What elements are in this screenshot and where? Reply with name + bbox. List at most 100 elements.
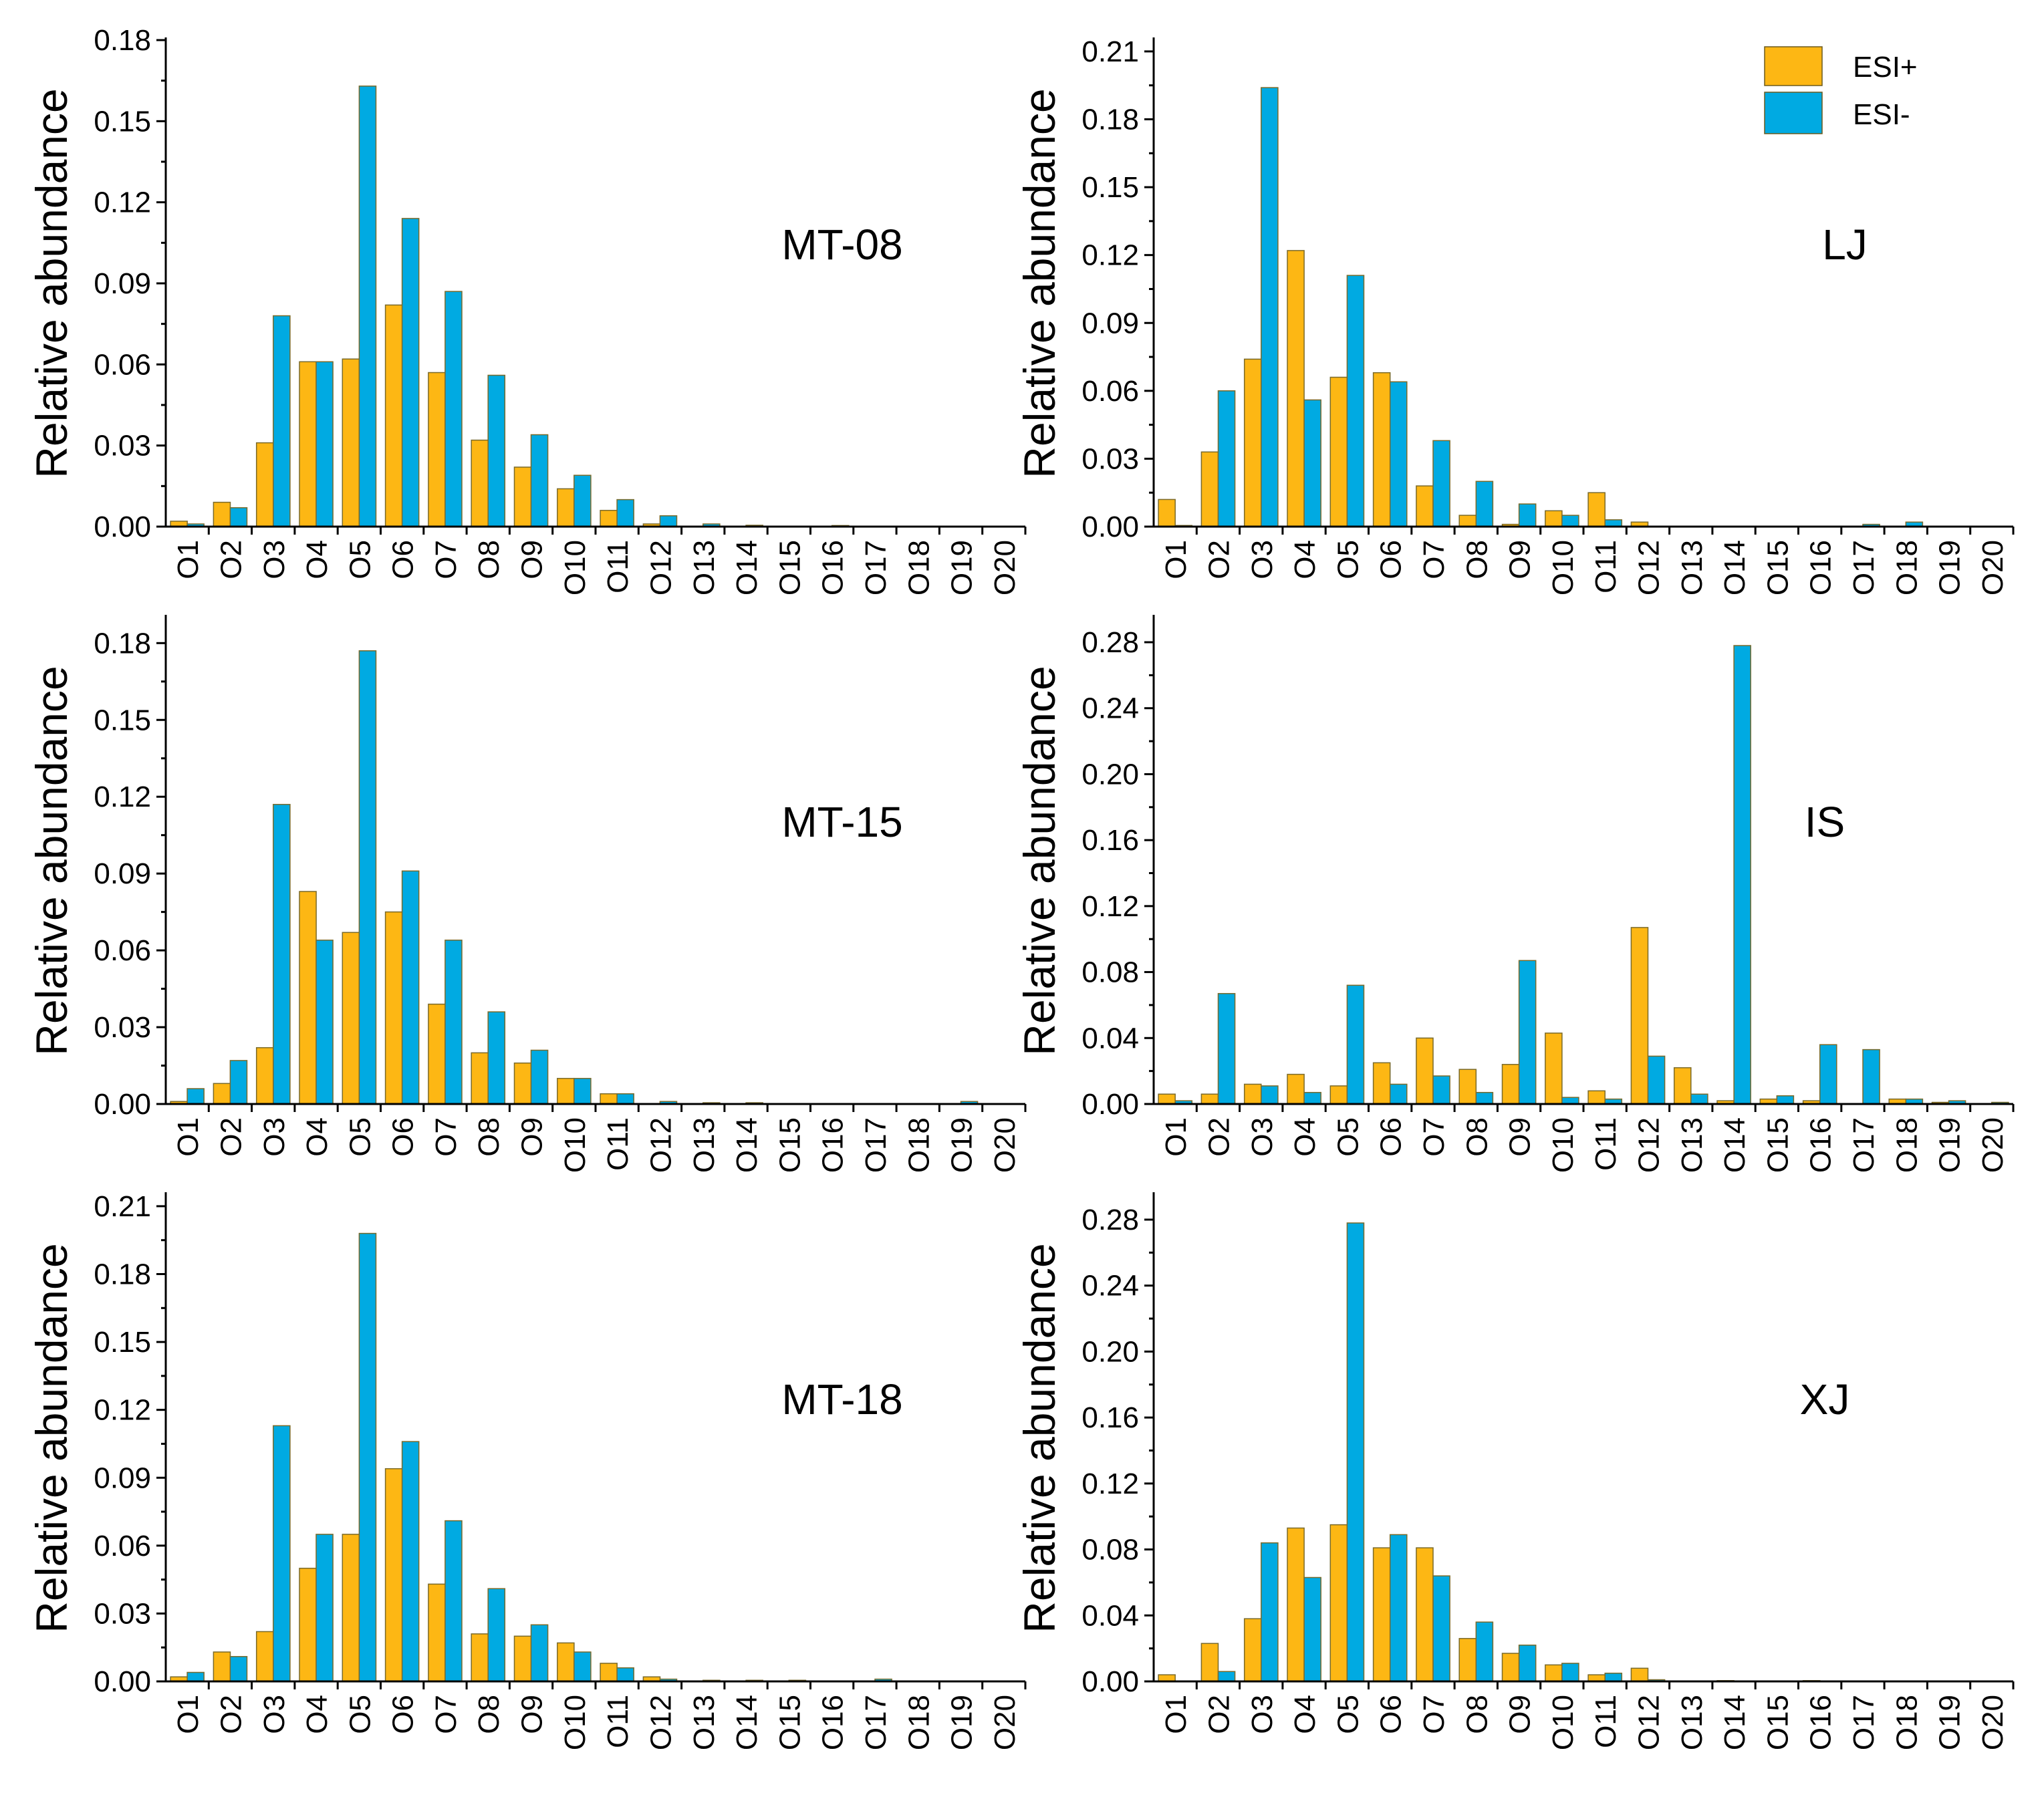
x-tick-label-o9: O9 xyxy=(1504,1117,1537,1157)
y-axis-title: Relative abundance xyxy=(27,1243,76,1633)
x-tick-label-o5: O5 xyxy=(1331,1117,1364,1157)
x-tick-label-o11: O11 xyxy=(1589,540,1622,593)
bar-esi-minus-o12 xyxy=(659,515,678,527)
bar-esi-minus-o10 xyxy=(573,1651,592,1682)
bar-esi-minus-o2 xyxy=(1217,390,1236,527)
bars-is xyxy=(1158,645,2009,1105)
x-tick-label-o2: O2 xyxy=(215,1695,247,1734)
y-tick-label: 0.12 xyxy=(94,781,151,813)
x-tick-label-o7: O7 xyxy=(430,1695,463,1734)
bar-esi-plus-o5 xyxy=(1329,376,1348,527)
x-tick-label-o14: O14 xyxy=(1718,1695,1751,1750)
bar-esi-plus-o11 xyxy=(1587,492,1606,527)
x-tick-label-o18: O18 xyxy=(902,540,935,595)
x-tick-label-o7: O7 xyxy=(1418,1695,1450,1734)
panel-lj: 0.00 0.03 0.06 0.09 0.12 0.15 0.18 0.21 O1 O2 O3 O4… xyxy=(1015,35,2015,595)
bar-esi-plus-o2 xyxy=(213,1651,231,1682)
bar-esi-minus-o6 xyxy=(401,1441,420,1682)
y-tick-label: 0.12 xyxy=(1081,1468,1139,1500)
bar-esi-minus-o6 xyxy=(401,870,420,1105)
y-tick-label: 0.20 xyxy=(1081,758,1139,791)
bar-esi-plus-o11 xyxy=(600,1663,618,1682)
x-tick-label-o3: O3 xyxy=(1246,1695,1279,1734)
bar-esi-minus-o11 xyxy=(616,499,634,527)
bar-esi-minus-o2 xyxy=(229,1656,248,1682)
x-tick-label-o5: O5 xyxy=(344,1695,376,1734)
x-tick-label-o8: O8 xyxy=(1460,1695,1493,1734)
bar-esi-plus-o6 xyxy=(1372,1062,1391,1105)
bar-esi-minus-o7 xyxy=(444,1520,463,1682)
bar-esi-plus-o3 xyxy=(1243,358,1262,527)
bar-esi-minus-o9 xyxy=(530,1624,549,1682)
x-tick-label-o13: O13 xyxy=(1676,1117,1708,1173)
y-tick-label: 0.06 xyxy=(94,1530,151,1562)
bar-esi-minus-o17 xyxy=(1862,1049,1880,1105)
bar-esi-minus-o7 xyxy=(1432,440,1450,527)
y-tick-label: 0.09 xyxy=(1081,307,1139,339)
bar-esi-minus-o10 xyxy=(573,474,592,527)
y-tick-label: 0.12 xyxy=(1081,239,1139,272)
x-tick-label-o3: O3 xyxy=(1246,1117,1279,1157)
x-tick-label-o13: O13 xyxy=(688,540,721,595)
x-tick-label-o15: O15 xyxy=(1761,1695,1794,1750)
x-tick-label-o4: O4 xyxy=(1289,1695,1321,1734)
y-tick-label: 0.28 xyxy=(1081,1204,1139,1236)
bar-esi-minus-o4 xyxy=(315,940,334,1105)
bar-esi-plus-o10 xyxy=(1545,510,1563,527)
y-tick-label: 0.18 xyxy=(94,627,151,660)
x-tick-label-o12: O12 xyxy=(644,1117,677,1173)
y-tick-label: 0.03 xyxy=(1081,442,1139,475)
bar-esi-minus-o9 xyxy=(1518,960,1537,1105)
bar-esi-plus-o13 xyxy=(1673,1067,1692,1105)
x-tick-label-o19: O19 xyxy=(946,1695,979,1750)
bar-esi-plus-o2 xyxy=(1200,1643,1219,1682)
x-tick-label-o20: O20 xyxy=(989,540,1021,595)
x-tick-label-o4: O4 xyxy=(301,1117,334,1157)
bar-esi-minus-o3 xyxy=(1261,87,1279,527)
bar-esi-minus-o1 xyxy=(186,1671,205,1682)
bars-mt-15 xyxy=(170,650,979,1105)
bar-esi-plus-o5 xyxy=(342,1534,360,1682)
x-tick-label-o4: O4 xyxy=(301,1695,334,1734)
y-tick-label: 0.28 xyxy=(1081,626,1139,659)
y-tick-label: 0.03 xyxy=(94,430,151,462)
y-tick-label: 0.15 xyxy=(94,105,151,138)
x-tick-label-o12: O12 xyxy=(644,1695,677,1750)
bar-esi-plus-o11 xyxy=(600,1093,618,1105)
x-tick-label-o11: O11 xyxy=(1589,1695,1622,1748)
bar-esi-plus-o8 xyxy=(471,439,489,527)
y-tick-label: 0.03 xyxy=(94,1597,151,1630)
y-tick-label: 0.21 xyxy=(94,1190,151,1223)
x-tick-label-o14: O14 xyxy=(1718,1117,1751,1173)
bar-esi-plus-o4 xyxy=(1287,1073,1305,1105)
y-tick-label: 0.04 xyxy=(1081,1599,1139,1632)
x-tick-label-o7: O7 xyxy=(430,540,463,579)
x-tick-label-o10: O10 xyxy=(1547,540,1579,595)
x-tick-label-o16: O16 xyxy=(817,540,850,595)
x-tick-label-o15: O15 xyxy=(1761,540,1794,595)
x-tick-label-o13: O13 xyxy=(1676,1695,1708,1750)
y-axis-title: Relative abundance xyxy=(1015,88,1064,478)
y-tick-label: 0.18 xyxy=(1081,104,1139,136)
x-tick-label-o15: O15 xyxy=(773,540,806,595)
x-tick-label-o4: O4 xyxy=(1289,1117,1321,1157)
bar-esi-minus-o7 xyxy=(444,291,463,527)
bar-esi-plus-o7 xyxy=(1416,485,1434,527)
y-tick-label: 0.24 xyxy=(1081,1270,1139,1302)
y-tick-label: 0.20 xyxy=(1081,1335,1139,1368)
x-tick-label-o4: O4 xyxy=(1289,540,1321,579)
bar-esi-minus-o5 xyxy=(358,86,377,527)
x-tick-label-o10: O10 xyxy=(1547,1695,1579,1750)
x-tick-label-o8: O8 xyxy=(473,540,505,579)
bar-esi-minus-o3 xyxy=(1261,1085,1279,1105)
y-tick-label: 0.04 xyxy=(1081,1022,1139,1055)
y-tick-label: 0.00 xyxy=(1081,511,1139,543)
x-tick-label-o20: O20 xyxy=(1976,540,2009,595)
bar-esi-minus-o10 xyxy=(1561,1663,1579,1682)
bar-esi-plus-o8 xyxy=(1458,1638,1477,1682)
x-tick-label-o9: O9 xyxy=(516,1117,549,1157)
bar-esi-plus-o11 xyxy=(600,509,618,527)
bar-esi-minus-o11 xyxy=(1604,519,1623,527)
bar-esi-plus-o7 xyxy=(428,1003,446,1105)
bar-esi-plus-o2 xyxy=(213,1083,231,1105)
